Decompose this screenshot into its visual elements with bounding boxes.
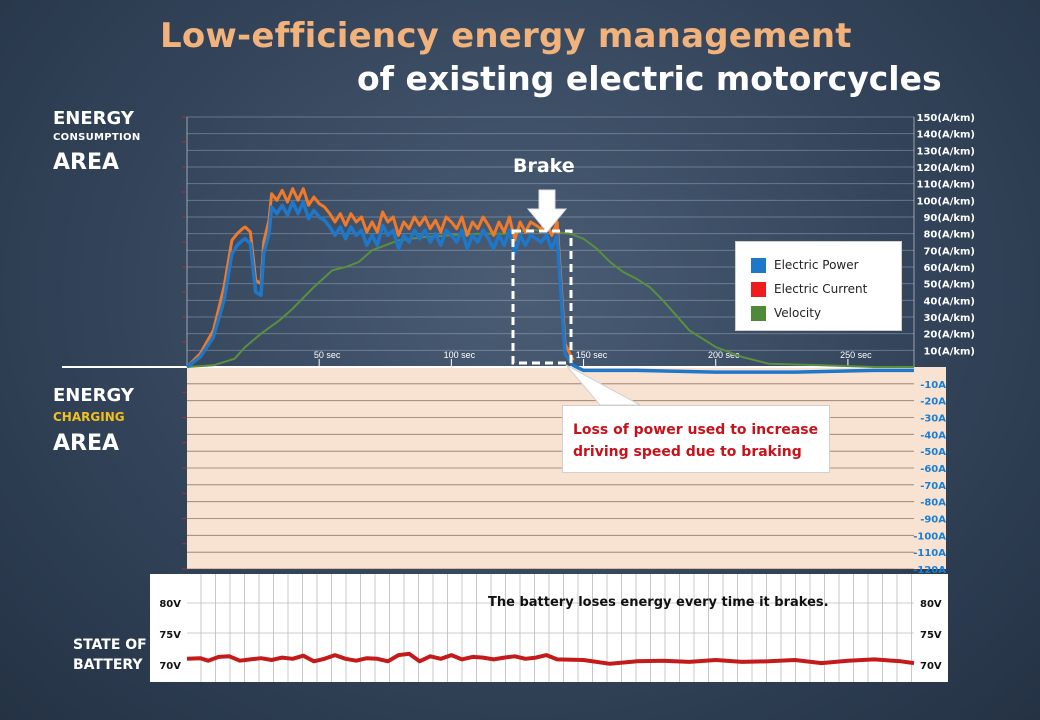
right-axis-label: 110(A/km) <box>917 180 975 191</box>
consumption-label-line2: CONSUMPTION <box>53 132 141 143</box>
right-axis-label: 90(A/km) <box>923 213 975 224</box>
right-axis-label: 100(A/km) <box>917 196 975 207</box>
battery-area-bg <box>187 574 914 682</box>
legend-item-power: Electric Power <box>751 253 901 277</box>
legend-item-current: Electric Current <box>751 277 901 301</box>
charging-axis-label: -30A <box>920 414 946 425</box>
charging-axis-label: -20A <box>920 397 946 408</box>
series-battery-line <box>186 651 915 666</box>
charging-label-line2: CHARGING <box>53 410 125 424</box>
legend-label-power: Electric Power <box>774 258 859 272</box>
charging-axis-bg <box>914 367 946 569</box>
brake-label: Brake <box>513 155 575 177</box>
braking-loss-annotation: Loss of power used to increase driving s… <box>562 405 830 473</box>
right-axis-label: 20(A/km) <box>923 330 975 341</box>
charging-axis-label: -50A <box>920 447 946 458</box>
battery-axis-label-left: 70V <box>159 661 181 672</box>
x-tick-label: 100 sec <box>444 350 476 360</box>
brake-arrow-icon <box>526 189 568 233</box>
legend-item-velocity: Velocity <box>751 301 901 325</box>
right-axis-label: 120(A/km) <box>917 163 975 174</box>
battery-axis-bg <box>914 574 948 682</box>
battery-message: The battery loses energy every time it b… <box>488 595 829 610</box>
charging-axis-label: -70A <box>920 481 946 492</box>
battery-label-line1: STATE OF <box>73 637 147 653</box>
right-axis-label: 140(A/km) <box>917 130 975 141</box>
title-line-1: Low-efficiency energy management <box>160 16 852 56</box>
battery-axis-label-right: 75V <box>920 630 942 641</box>
battery-label-line2: BATTERY <box>73 657 143 673</box>
right-axis-label: 80(A/km) <box>923 230 975 241</box>
charging-axis-label: -60A <box>920 464 946 475</box>
series-current-line <box>185 187 575 369</box>
right-axis-label: 70(A/km) <box>923 246 975 257</box>
annotation-line-1: Loss of power used to increase <box>573 422 819 438</box>
right-axis-label: 60(A/km) <box>923 263 975 274</box>
right-axis-label: 130(A/km) <box>917 146 975 157</box>
series-power-line <box>185 200 914 374</box>
title-line-2: of existing electric motorcycles <box>357 59 942 98</box>
series-velocity-line <box>186 229 914 368</box>
charging-axis-label: -10A <box>920 380 946 391</box>
charging-label-line3: AREA <box>53 431 120 456</box>
x-tick-label: 50 sec <box>314 350 341 360</box>
charging-label-line1: ENERGY <box>53 385 134 406</box>
x-tick-label: 250 sec <box>840 350 872 360</box>
battery-axis-label-right: 70V <box>920 661 942 672</box>
charging-axis-label: -80A <box>920 498 946 509</box>
legend-swatch-velocity <box>751 305 766 321</box>
battery-axis-label-right: 80V <box>920 599 942 610</box>
x-tick-label: 150 sec <box>576 350 608 360</box>
legend-label-velocity: Velocity <box>774 306 822 320</box>
right-axis-label: 150(A/km) <box>917 113 975 124</box>
annotation-line-2: driving speed due to braking <box>573 444 802 460</box>
consumption-label-line3: AREA <box>53 150 120 175</box>
charging-axis-label: -100A <box>913 531 946 542</box>
charging-axis-label: -40A <box>920 430 946 441</box>
right-axis-label: 40(A/km) <box>923 296 975 307</box>
consumption-label-line1: ENERGY <box>53 108 134 129</box>
legend: Electric Power Electric Current Velocity <box>735 241 902 331</box>
battery-left-axis-bg <box>150 574 187 682</box>
battery-axis-label-left: 75V <box>159 630 181 641</box>
charging-axis-label: -120A <box>913 565 946 576</box>
battery-axis-label-left: 80V <box>159 599 181 610</box>
legend-swatch-current <box>751 281 766 297</box>
charging-axis-label: -110A <box>913 548 946 559</box>
x-tick-label: 200 sec <box>708 350 740 360</box>
legend-label-current: Electric Current <box>774 282 868 296</box>
right-axis-label: 30(A/km) <box>923 313 975 324</box>
legend-swatch-power <box>751 257 766 273</box>
right-axis-label: 10(A/km) <box>923 346 975 357</box>
right-axis-label: 50(A/km) <box>923 280 975 291</box>
charging-axis-label: -90A <box>920 515 946 526</box>
brake-dashed-box <box>511 229 573 365</box>
